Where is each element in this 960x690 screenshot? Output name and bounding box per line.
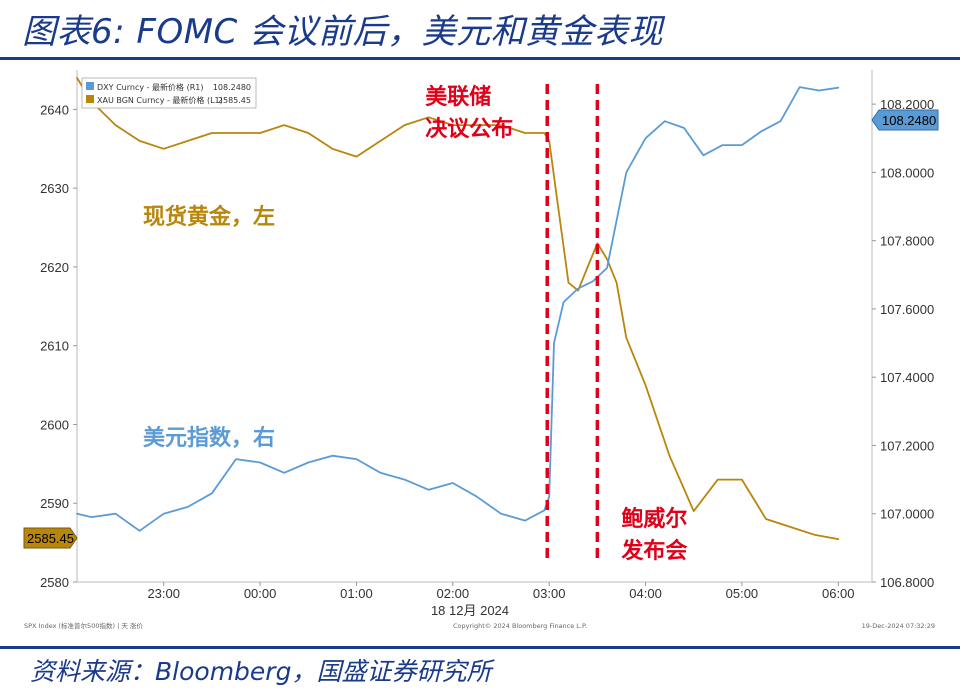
left-tick-label: 2590	[40, 496, 69, 511]
x-tick-label: 03:00	[533, 586, 566, 601]
left-tick-label: 2630	[40, 181, 69, 196]
right-tick-label: 107.4000	[880, 370, 934, 385]
left-tick-label: 2620	[40, 260, 69, 275]
x-tick-label: 05:00	[726, 586, 759, 601]
left-tick-label: 2600	[40, 417, 69, 432]
source-rule	[0, 646, 960, 649]
powell-press-label: 发布会	[620, 538, 687, 564]
dxy-series-annotation: 美元指数，右	[143, 425, 275, 451]
footnote-right: 19-Dec-2024 07:32:29	[862, 622, 935, 630]
left-tag-value: 2585.45	[27, 531, 74, 546]
right-tick-label: 107.6000	[880, 302, 934, 317]
right-tag-shape	[871, 109, 939, 131]
left-tick-label: 2610	[40, 339, 69, 354]
left-tag-shape	[23, 527, 78, 549]
legend-swatch-gold	[86, 95, 94, 103]
right-tick-label: 106.8000	[880, 575, 934, 590]
left-last-value-tag: 2585.45	[23, 527, 78, 549]
x-tick-label: 23:00	[147, 586, 180, 601]
gold-series-annotation: 现货黄金，左	[143, 204, 275, 230]
page-title: 图表6: FOMC 会议前后，美元和黄金表现	[22, 12, 664, 52]
legend-box	[81, 77, 257, 109]
right-tick-label: 107.0000	[880, 507, 934, 522]
fomc-decision-label: 决议公布	[425, 116, 513, 142]
left-tick-label: 2580	[40, 575, 69, 590]
x-tick-label: 06:00	[822, 586, 855, 601]
left-tick-label: 2640	[40, 102, 69, 117]
fomc-decision-label: 美联储	[425, 84, 491, 110]
x-axis-ticks: 23:00 00:00 01:00 02:00 03:00 04:00 05:00 06:00	[147, 582, 855, 601]
x-axis-date-label: 18 12月 2024	[431, 603, 509, 618]
right-tick-label: 107.2000	[880, 438, 934, 453]
right-tick-label: 108.2000	[880, 97, 934, 112]
title-rule	[0, 57, 960, 60]
legend-label-dxy: DXY Curncy - 最新价格 (R1)	[97, 82, 203, 92]
right-tick-label: 107.8000	[880, 234, 934, 249]
right-axis-ticks: 108.2000 108.0000 107.8000 107.6000 107.4000…	[872, 97, 934, 590]
right-tag-value: 108.2480	[882, 113, 936, 128]
right-tick-label: 108.0000	[880, 165, 934, 180]
dxy-index-line	[76, 86, 840, 532]
x-tick-label: 02:00	[437, 586, 470, 601]
series-layer	[76, 76, 840, 541]
x-tick-label: 04:00	[629, 586, 662, 601]
gold-price-line	[76, 76, 840, 541]
legend: DXY Curncy - 最新价格 (R1) 108.2480 XAU BGN …	[81, 77, 257, 109]
chart-background	[0, 60, 960, 646]
legend-label-gold: XAU BGN Curncy - 最新价格 (L1)	[97, 95, 223, 105]
legend-value-dxy: 108.2480	[213, 83, 251, 92]
left-axis-ticks: 2640 2630 2620 2610 2600 2590 2580	[40, 102, 77, 590]
footnote-center: Copyright© 2024 Bloomberg Finance L.P.	[453, 622, 587, 630]
x-tick-label: 00:00	[244, 586, 277, 601]
legend-value-gold: 2585.45	[218, 96, 251, 105]
right-last-value-tag: 108.2480	[871, 109, 939, 131]
powell-press-label: 鲍威尔	[621, 506, 687, 532]
source-note: 资料来源：Bloomberg，国盛证券研究所	[30, 657, 492, 686]
footnote-left: SPX Index (标准普尔500指数) | 天 涨价	[24, 621, 143, 630]
legend-swatch-dxy	[86, 82, 94, 90]
x-tick-label: 01:00	[340, 586, 373, 601]
